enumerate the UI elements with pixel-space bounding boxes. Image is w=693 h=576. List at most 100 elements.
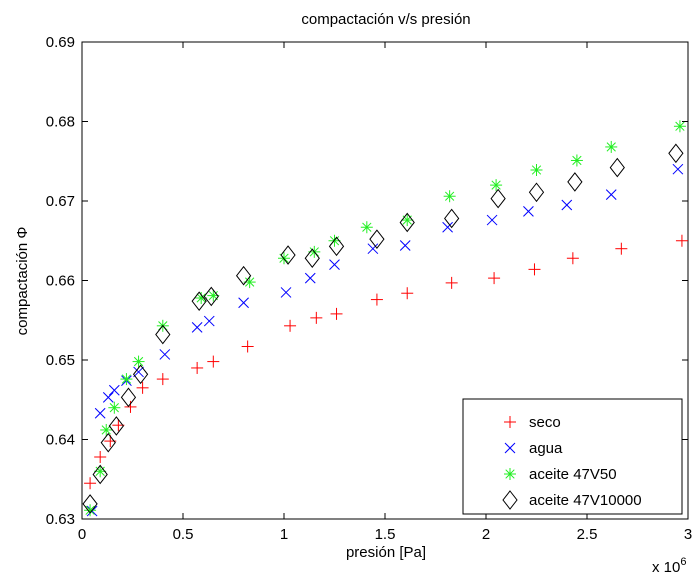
data-point — [108, 401, 121, 414]
diamond-shape — [502, 490, 518, 510]
diamond-shape — [668, 143, 684, 164]
data-point — [668, 143, 684, 164]
x-stroke-b — [399, 240, 411, 251]
ast-d2 — [133, 356, 144, 367]
data-point — [369, 229, 385, 249]
data-point — [523, 205, 534, 217]
y-tick-label: 0.65 — [46, 352, 75, 369]
data-point — [399, 212, 415, 233]
data-point — [280, 245, 296, 265]
data-point — [609, 157, 625, 178]
data-point — [207, 355, 220, 368]
data-point — [329, 259, 340, 270]
data-point — [108, 416, 124, 436]
data-point — [82, 494, 98, 514]
data-point — [605, 189, 617, 200]
data-point — [399, 240, 411, 251]
y-tick-label: 0.69 — [46, 34, 75, 51]
series-agua — [86, 163, 684, 517]
legend-label: seco — [529, 414, 561, 431]
diamond-shape — [609, 157, 625, 178]
diamond-shape — [399, 212, 415, 233]
data-point — [108, 384, 120, 396]
diamond-shape — [191, 291, 207, 311]
x-tick-label: 2 — [482, 526, 490, 543]
data-point — [94, 407, 106, 419]
x-stroke-b — [102, 392, 114, 403]
ast-d2 — [196, 293, 206, 303]
diamond-shape — [155, 324, 171, 345]
data-point — [156, 373, 169, 386]
diamond-shape — [203, 286, 219, 307]
x-stroke-b — [108, 384, 120, 396]
legend-label: aceite 47V50 — [529, 466, 617, 483]
data-point — [191, 361, 204, 374]
x-stroke-b — [159, 349, 171, 360]
legend-marker — [504, 468, 516, 480]
data-point — [401, 287, 414, 300]
ast-d2 — [675, 121, 685, 131]
data-point — [673, 120, 686, 133]
data-point — [191, 291, 207, 311]
y-axis-title: compactación Φ — [14, 227, 31, 336]
data-point — [401, 214, 414, 227]
data-point — [280, 287, 292, 298]
ast-d2 — [606, 142, 616, 152]
data-point — [370, 293, 383, 306]
x-stroke-b — [304, 272, 316, 284]
data-point — [528, 263, 541, 276]
ast-d2 — [572, 155, 582, 166]
legend-marker — [502, 490, 518, 510]
data-point — [444, 208, 460, 229]
x-stroke-b — [367, 243, 379, 255]
diamond-shape — [280, 245, 296, 265]
legend-marker — [504, 442, 516, 454]
x-multiplier-base: x 10 — [652, 559, 680, 576]
data-point — [304, 248, 320, 269]
x-multiplier-exponent: 6 — [680, 556, 686, 568]
legend-label: agua — [529, 440, 563, 457]
data-point — [445, 276, 458, 289]
x-stroke-b — [442, 221, 453, 233]
data-point — [133, 366, 144, 378]
x-stroke-b — [672, 163, 684, 175]
diamond-shape — [132, 364, 149, 385]
x-stroke-b — [605, 189, 617, 200]
x-axis: 0 0.5 1 1.5 2 2.5 3 — [78, 42, 692, 543]
x-stroke-b — [523, 205, 534, 217]
data-point — [310, 311, 323, 324]
diamond-shape — [369, 229, 385, 249]
data-point — [159, 349, 171, 360]
ast-d2 — [208, 290, 218, 301]
ast-d2 — [109, 403, 119, 413]
y-tick-label: 0.68 — [46, 114, 75, 131]
data-point — [486, 214, 498, 226]
data-point — [442, 221, 453, 233]
diamond-shape — [304, 248, 320, 269]
diamond-shape — [120, 387, 137, 408]
x-stroke-b — [191, 322, 203, 333]
data-point — [672, 163, 684, 175]
data-point — [328, 236, 345, 257]
chart-title: compactación v/s presión — [301, 11, 470, 28]
data-point — [132, 364, 149, 385]
data-point — [132, 355, 145, 368]
data-point — [100, 432, 116, 453]
data-point — [561, 199, 573, 211]
y-tick-label: 0.66 — [46, 273, 75, 290]
data-point — [92, 464, 108, 485]
x-tick-label: 0.5 — [173, 526, 194, 543]
data-point — [304, 272, 316, 284]
data-point — [102, 392, 114, 403]
data-point — [528, 182, 545, 203]
diamond-shape — [92, 464, 108, 485]
data-point — [566, 252, 579, 265]
diamond-shape — [108, 416, 124, 436]
x-axis-title: presión [Pa] — [346, 544, 426, 561]
data-point — [241, 340, 254, 353]
ast-d2 — [121, 374, 132, 384]
diamond-shape — [235, 265, 252, 286]
diamond-shape — [567, 172, 583, 192]
diamond-shape — [328, 236, 345, 257]
x-tick-label: 3 — [684, 526, 692, 543]
